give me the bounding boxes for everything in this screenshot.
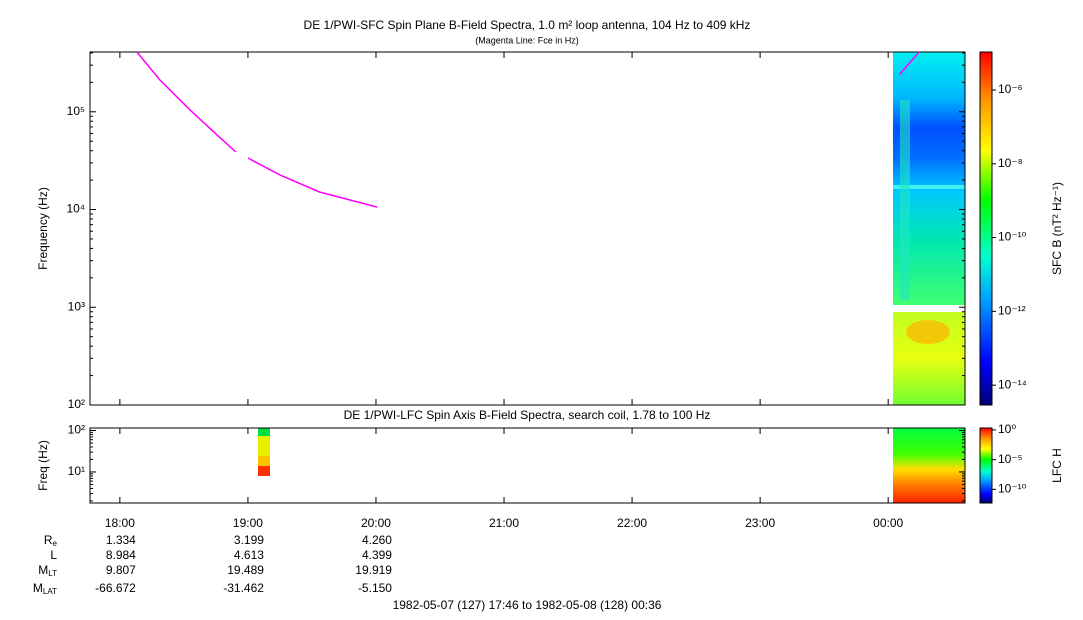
x-tick-label: 20:00 — [361, 516, 391, 530]
ephemeris-label-text: M — [38, 563, 48, 577]
y-axis-label: Freq (Hz) — [36, 440, 50, 491]
ephemeris-value: 8.984 — [106, 548, 136, 562]
ephemeris-value: -66.672 — [95, 581, 136, 595]
ephemeris-value: 3.199 — [234, 533, 264, 547]
ephemeris-value: 1.334 — [106, 533, 136, 547]
ephemeris-value: 9.807 — [106, 563, 136, 577]
ephemeris-label-text: M — [33, 581, 43, 595]
ephemeris-value: 4.260 — [362, 533, 392, 547]
y-tick-label: 10¹ — [68, 464, 85, 478]
colorbar-tick-label: 10⁻⁶ — [998, 82, 1023, 96]
chart-subtitle: (Magenta Line: Fce in Hz) — [475, 35, 579, 45]
ephemeris-value: 19.489 — [227, 563, 264, 577]
colorbar-tick-label: 10⁻⁸ — [998, 156, 1023, 170]
colorbar-tick-label: 10⁰ — [998, 422, 1016, 436]
ephemeris-label: MLAT — [33, 581, 57, 596]
chart-title: DE 1/PWI-LFC Spin Axis B-Field Spectra, … — [344, 408, 711, 422]
ephemeris-label: MLT — [38, 563, 57, 578]
colorbar-tick-label: 10⁻¹² — [998, 304, 1026, 318]
ephemeris-label: L — [50, 548, 57, 562]
x-tick-label: 21:00 — [489, 516, 519, 530]
chart-title: DE 1/PWI-SFC Spin Plane B-Field Spectra,… — [304, 18, 751, 32]
colorbar-tick-label: 10⁻¹⁰ — [998, 482, 1027, 496]
ephemeris-label-sub: LT — [48, 569, 57, 578]
y-tick-label: 10³ — [68, 299, 85, 313]
ephemeris-value: -5.150 — [358, 581, 392, 595]
colorbar-frame — [979, 427, 993, 504]
colorbar-tick-label: 10⁻¹⁴ — [998, 377, 1027, 391]
x-tick-label: 22:00 — [617, 516, 647, 530]
colorbar-tick-label: 10⁻⁵ — [998, 452, 1023, 466]
colorbar — [980, 428, 992, 503]
y-tick-label: 10⁴ — [66, 202, 85, 216]
ephemeris-label-sub: LAT — [43, 587, 57, 596]
x-tick-label: 19:00 — [233, 516, 263, 530]
y-tick-label: 10² — [68, 423, 85, 437]
colorbar-label: SFC B (nT² Hz⁻¹) — [1050, 182, 1064, 275]
footer: 1982-05-07 (127) 17:46 to 1982-05-08 (12… — [393, 598, 662, 612]
x-tick-label: 00:00 — [873, 516, 903, 530]
x-tick-label: 18:00 — [105, 516, 135, 530]
ephemeris-label-text: R — [44, 533, 53, 547]
y-tick-label: 10⁵ — [67, 104, 85, 118]
colorbar — [980, 52, 992, 405]
y-axis-label: Frequency (Hz) — [36, 187, 50, 270]
spectrogram-image — [258, 52, 965, 503]
ephemeris-label-sub: e — [53, 539, 58, 548]
ephemeris-label-text: L — [50, 548, 57, 562]
ephemeris-value: 19.919 — [355, 563, 392, 577]
colorbar-label: LFC H — [1050, 448, 1064, 483]
plot-frame — [89, 427, 966, 504]
x-tick-label: 23:00 — [745, 516, 775, 530]
y-tick-label: 10² — [68, 397, 85, 411]
ephemeris-value: 4.613 — [234, 548, 264, 562]
plot-frame — [89, 51, 966, 406]
ephemeris-value: 4.399 — [362, 548, 392, 562]
line — [136, 51, 920, 208]
colorbar-tick-label: 10⁻¹⁰ — [998, 230, 1027, 244]
ephemeris-label: Re — [44, 533, 58, 548]
ephemeris-value: -31.462 — [223, 581, 264, 595]
colorbar-frame — [979, 51, 993, 406]
